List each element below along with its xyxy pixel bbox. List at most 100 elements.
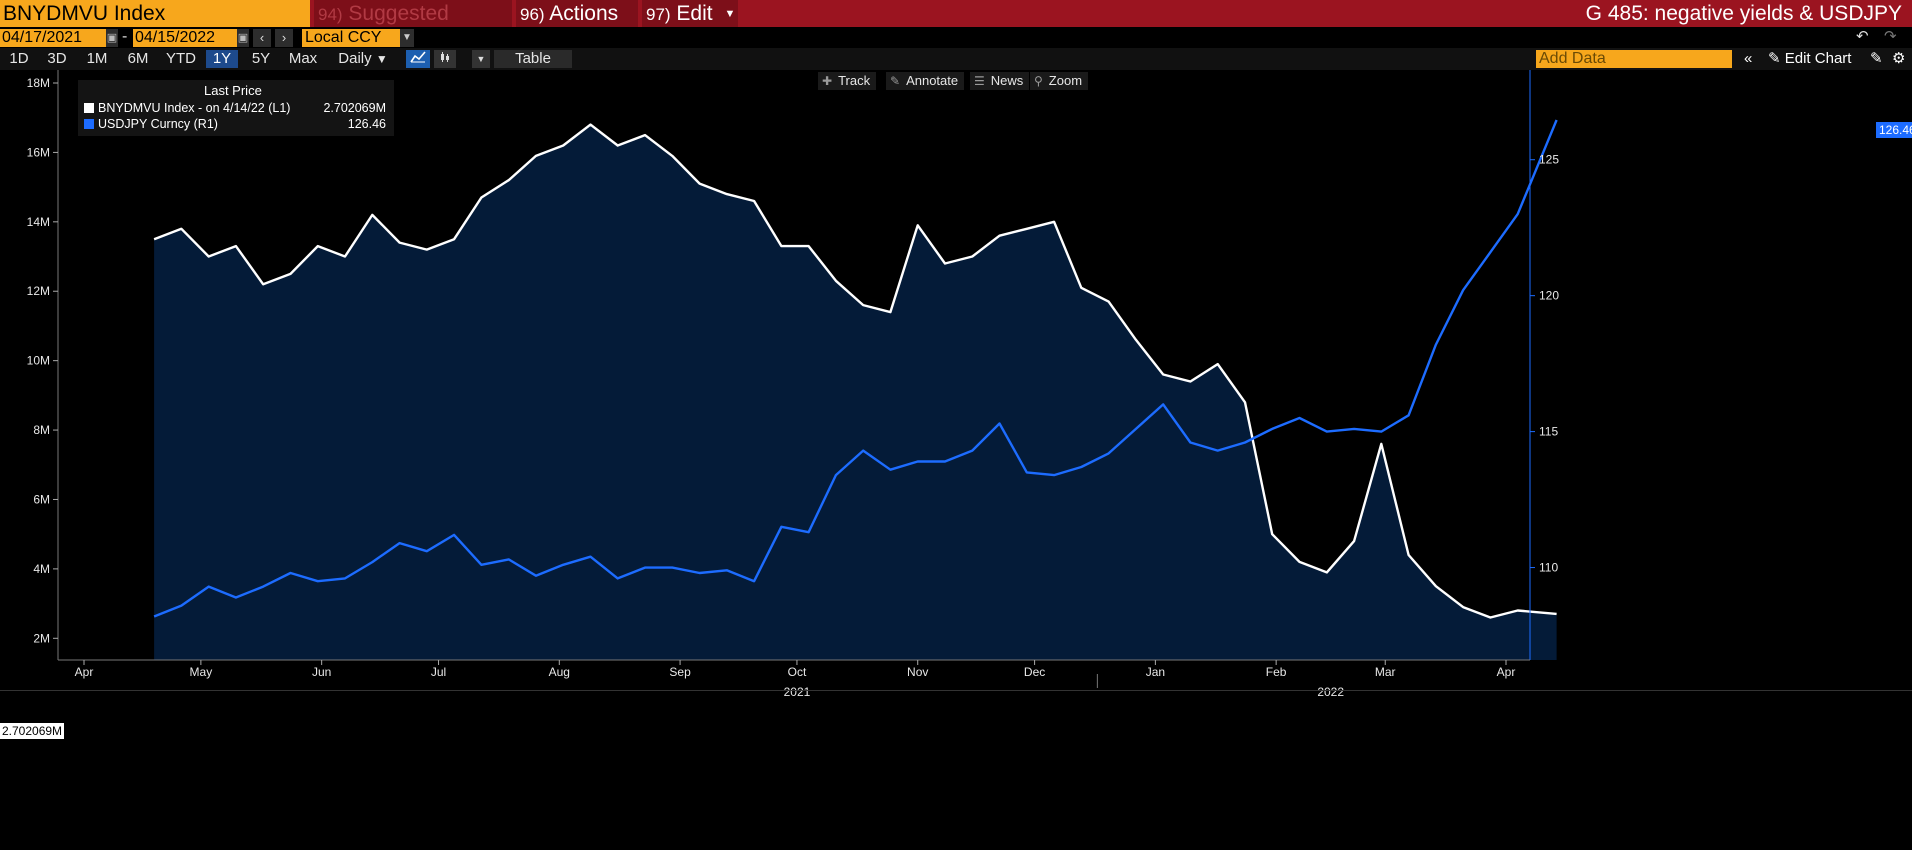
- x-tick-label: Oct: [788, 665, 807, 679]
- line-chart-icon[interactable]: [406, 50, 430, 68]
- legend-swatch: [84, 103, 94, 113]
- track-button[interactable]: ✚ Track: [818, 72, 877, 90]
- edit-chart-label: Edit Chart: [1784, 50, 1852, 67]
- period-toolbar: 1D 3D 1M 6M YTD 1Y 5Y Max Daily ▼ ▼ Tabl…: [0, 48, 1912, 70]
- legend-header: Last Price: [204, 83, 262, 98]
- bottom-divider: [0, 690, 1912, 691]
- right-tick-label: 110: [1539, 561, 1558, 575]
- start-date-field[interactable]: 04/17/2021: [0, 29, 106, 47]
- pencil-icon: ✎: [890, 74, 901, 88]
- bnydmvu-area: [154, 124, 1557, 661]
- period-1y[interactable]: 1Y: [206, 50, 238, 68]
- x-tick-label: May: [190, 665, 213, 679]
- period-6m[interactable]: 6M: [127, 50, 149, 67]
- track-label: Track: [838, 73, 871, 88]
- right-tick-label: 115: [1539, 425, 1558, 439]
- chevron-down-icon[interactable]: ▼: [472, 50, 490, 68]
- legend-value: 126.46: [347, 117, 386, 131]
- actions-menu[interactable]: 96) Actions ▼: [516, 0, 638, 48]
- currency-field[interactable]: Local CCY: [302, 29, 400, 47]
- frequency-label: Daily: [338, 50, 372, 67]
- legend-swatch: [84, 119, 94, 129]
- period-3d[interactable]: 3D: [47, 50, 67, 67]
- chart-title: G 485: negative yields & USDJPY: [1585, 2, 1902, 25]
- left-tick-label: 2M: [33, 631, 50, 645]
- zoom-button[interactable]: ⚲ Zoom: [1030, 72, 1089, 90]
- x-tick-label: Sep: [669, 665, 691, 679]
- left-tick-label: 6M: [33, 492, 50, 506]
- x-tick-label: Jul: [431, 665, 446, 679]
- legend-value: 2.702069M: [323, 101, 386, 115]
- left-tick-label: 8M: [33, 423, 50, 437]
- title-bar: BNYDMVU Index 94) Suggested Charts 96) A…: [0, 0, 1912, 53]
- gear-icon[interactable]: ⚙: [1892, 50, 1906, 67]
- annotate-button[interactable]: ✎ Annotate: [886, 72, 965, 90]
- calendar-icon[interactable]: ▣: [106, 29, 118, 47]
- x-tick-label: Nov: [907, 665, 928, 679]
- right-tick-label: 125: [1539, 153, 1559, 167]
- redo-icon[interactable]: ↷: [1884, 28, 1897, 45]
- edit-icon[interactable]: ✎: [1870, 50, 1883, 67]
- bnydmvu-line: [153, 123, 1557, 619]
- undo-icon[interactable]: ↶: [1856, 28, 1869, 45]
- chart-legend: Last Price BNYDMVU Index - on 4/14/22 (L…: [78, 80, 394, 136]
- caret-down-icon: ▼: [724, 7, 736, 20]
- year-label: 2022: [1317, 685, 1344, 699]
- date-range-bar: 04/17/2021 ▣ - 04/15/2022 ▣ ‹ › Local CC…: [0, 27, 1912, 48]
- news-button[interactable]: ☰ News: [970, 72, 1030, 90]
- date-separator: -: [122, 28, 128, 45]
- pencil-icon: ✎: [1768, 50, 1781, 67]
- left-tick-label: 14M: [27, 215, 50, 229]
- x-tick-label: Jan: [1146, 665, 1165, 679]
- right-tick-label: 120: [1539, 289, 1559, 303]
- period-5y[interactable]: 5Y: [251, 50, 271, 67]
- x-tick-label: Feb: [1266, 665, 1287, 679]
- left-tick-label: 4M: [33, 562, 50, 576]
- last-value-tag-right: 126.46: [1876, 122, 1912, 138]
- add-data-input[interactable]: [1536, 50, 1732, 68]
- legend-label: USDJPY Curncy (R1): [98, 117, 218, 131]
- edit-chart-button[interactable]: ✎ Edit Chart: [1768, 49, 1851, 69]
- annotate-label: Annotate: [906, 73, 959, 88]
- x-tick-label: Apr: [75, 665, 94, 679]
- menu-number: 97): [646, 5, 671, 24]
- usdjpy-line: [153, 119, 1558, 618]
- collapse-icon[interactable]: «: [1744, 50, 1753, 67]
- x-tick-label: Aug: [549, 665, 570, 679]
- menu-label: Actions: [549, 2, 619, 25]
- x-tick-label: Apr: [1497, 665, 1516, 679]
- magnifier-icon: ⚲: [1034, 74, 1043, 88]
- frequency-dropdown[interactable]: Daily ▼: [332, 50, 394, 68]
- calendar-icon[interactable]: ▣: [237, 29, 249, 47]
- period-1d[interactable]: 1D: [9, 50, 29, 67]
- year-label: 2021: [784, 685, 811, 699]
- left-tick-label: 18M: [27, 76, 50, 90]
- prev-arrow-icon[interactable]: ‹: [253, 29, 271, 47]
- last-value-tag-left: 2.702069M: [0, 723, 65, 739]
- period-max[interactable]: Max: [288, 50, 318, 67]
- period-ytd[interactable]: YTD: [166, 50, 196, 67]
- zoom-label: Zoom: [1048, 73, 1083, 88]
- ticker-field[interactable]: BNYDMVU Index: [0, 0, 310, 27]
- chart-plot[interactable]: 2M 4M 6M 8M 10M 12M 14M 16M 18M 110 115 120 125 Apr Ma…: [0, 70, 1912, 850]
- x-tick-label: Dec: [1024, 665, 1045, 679]
- legend-row-bnydmvu[interactable]: BNYDMVU Index - on 4/14/22 (L1) 2.702069…: [84, 100, 390, 116]
- legend-row-usdjpy[interactable]: USDJPY Curncy (R1) 126.46: [84, 116, 390, 132]
- x-tick-label: Mar: [1375, 665, 1396, 679]
- crosshair-icon: ✚: [822, 74, 833, 88]
- news-icon: ☰: [974, 74, 985, 88]
- suggested-charts-menu[interactable]: 94) Suggested Charts: [314, 0, 512, 53]
- menu-number: 94): [318, 5, 343, 24]
- x-tick-label: Jun: [312, 665, 331, 679]
- end-date-field[interactable]: 04/15/2022: [133, 29, 237, 47]
- period-1m[interactable]: 1M: [86, 50, 108, 67]
- next-arrow-icon[interactable]: ›: [275, 29, 293, 47]
- left-tick-label: 16M: [27, 145, 50, 159]
- edit-menu[interactable]: 97) Edit ▼: [642, 0, 738, 27]
- menu-number: 96): [520, 5, 545, 24]
- left-tick-label: 12M: [27, 284, 50, 298]
- caret-down-icon: ▼: [375, 52, 388, 66]
- table-button[interactable]: Table: [494, 50, 572, 68]
- chevron-down-icon[interactable]: ▼: [400, 29, 414, 47]
- candlestick-icon[interactable]: [434, 50, 456, 68]
